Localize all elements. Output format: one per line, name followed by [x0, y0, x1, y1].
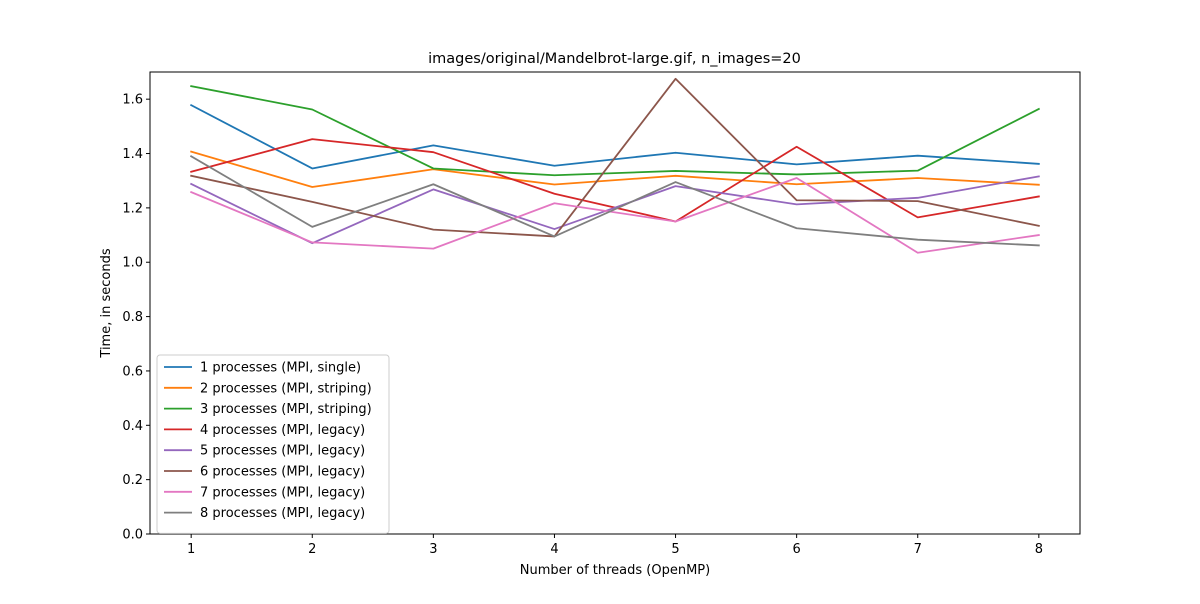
legend-label: 6 processes (MPI, legacy)	[200, 465, 365, 480]
x-axis: 1 2 3 4 5 6 7 8	[187, 534, 1043, 557]
legend-label: 5 processes (MPI, legacy)	[200, 444, 365, 459]
series-line-7	[189, 177, 1040, 254]
series-line-2	[190, 150, 1040, 188]
series-line-6	[190, 77, 1040, 238]
legend-label: 1 processes (MPI, single)	[200, 361, 361, 376]
plot-area	[149, 71, 1081, 535]
x-tick-label: 1	[187, 542, 195, 557]
series-layer	[189, 77, 1041, 254]
x-tick-label: 7	[914, 542, 922, 557]
x-tick-label: 3	[429, 542, 437, 557]
y-axis: 0.0 0.2 0.4 0.6 0.8 1.0 1.2 1.4 1.6	[122, 93, 150, 543]
series-line-8	[189, 155, 1040, 247]
legend-label: 2 processes (MPI, striping)	[200, 381, 372, 396]
y-tick-label: 0.6	[122, 364, 143, 379]
chart-title: images/original/Mandelbrot-large.gif, n_…	[428, 51, 801, 67]
legend-label: 8 processes (MPI, legacy)	[200, 506, 365, 521]
legend-box	[156, 354, 390, 534]
y-tick-label: 0.2	[122, 473, 143, 488]
y-tick-label: 1.2	[122, 201, 143, 216]
legend-label: 7 processes (MPI, legacy)	[200, 485, 365, 500]
x-tick-label: 2	[308, 542, 316, 557]
series-line-3	[190, 85, 1041, 177]
x-tick-label: 6	[793, 542, 801, 557]
y-tick-label: 1.0	[122, 256, 143, 271]
legend-label: 3 processes (MPI, striping)	[200, 402, 372, 417]
y-tick-label: 0.4	[122, 419, 143, 434]
legend-label: 4 processes (MPI, legacy)	[200, 423, 365, 438]
x-axis-label: Number of threads (OpenMP)	[520, 563, 710, 578]
legend: 1 processes (MPI, single) 2 processes (MP…	[156, 354, 390, 534]
x-tick-label: 5	[671, 542, 679, 557]
series-line-5	[189, 175, 1040, 245]
series-line-1	[189, 103, 1040, 170]
x-tick-label: 8	[1035, 542, 1043, 557]
y-tick-label: 1.4	[122, 147, 143, 162]
y-tick-label: 1.6	[122, 93, 143, 108]
y-tick-label: 0.0	[122, 528, 143, 543]
x-tick-label: 4	[550, 542, 558, 557]
y-tick-label: 0.8	[122, 310, 143, 325]
y-axis-label: Time, in seconds	[99, 248, 114, 358]
